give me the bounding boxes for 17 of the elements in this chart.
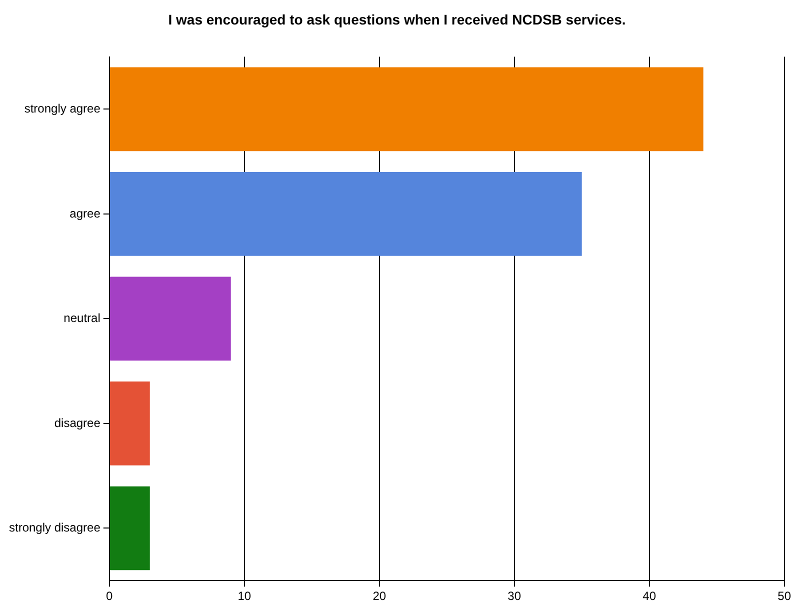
bar bbox=[110, 172, 582, 256]
y-tick-label: strongly disagree bbox=[8, 520, 101, 535]
bar bbox=[110, 67, 704, 152]
x-tick-label: 20 bbox=[372, 589, 386, 604]
chart-title: I was encouraged to ask questions when I received NCDSB services. bbox=[168, 11, 626, 28]
bar bbox=[110, 276, 231, 361]
x-tick-label: 50 bbox=[778, 589, 792, 604]
y-tick-label: agree bbox=[70, 206, 101, 220]
bar bbox=[110, 486, 150, 570]
y-tick-label: neutral bbox=[64, 311, 100, 326]
y-tick-label: strongly agree bbox=[24, 101, 101, 116]
bar bbox=[110, 382, 150, 466]
x-tick-label: 30 bbox=[508, 589, 522, 604]
x-tick-label: 0 bbox=[106, 589, 114, 604]
x-tick-label: 10 bbox=[238, 589, 252, 604]
x-tick-label: 40 bbox=[642, 589, 656, 604]
y-tick-label: disagree bbox=[54, 416, 101, 430]
